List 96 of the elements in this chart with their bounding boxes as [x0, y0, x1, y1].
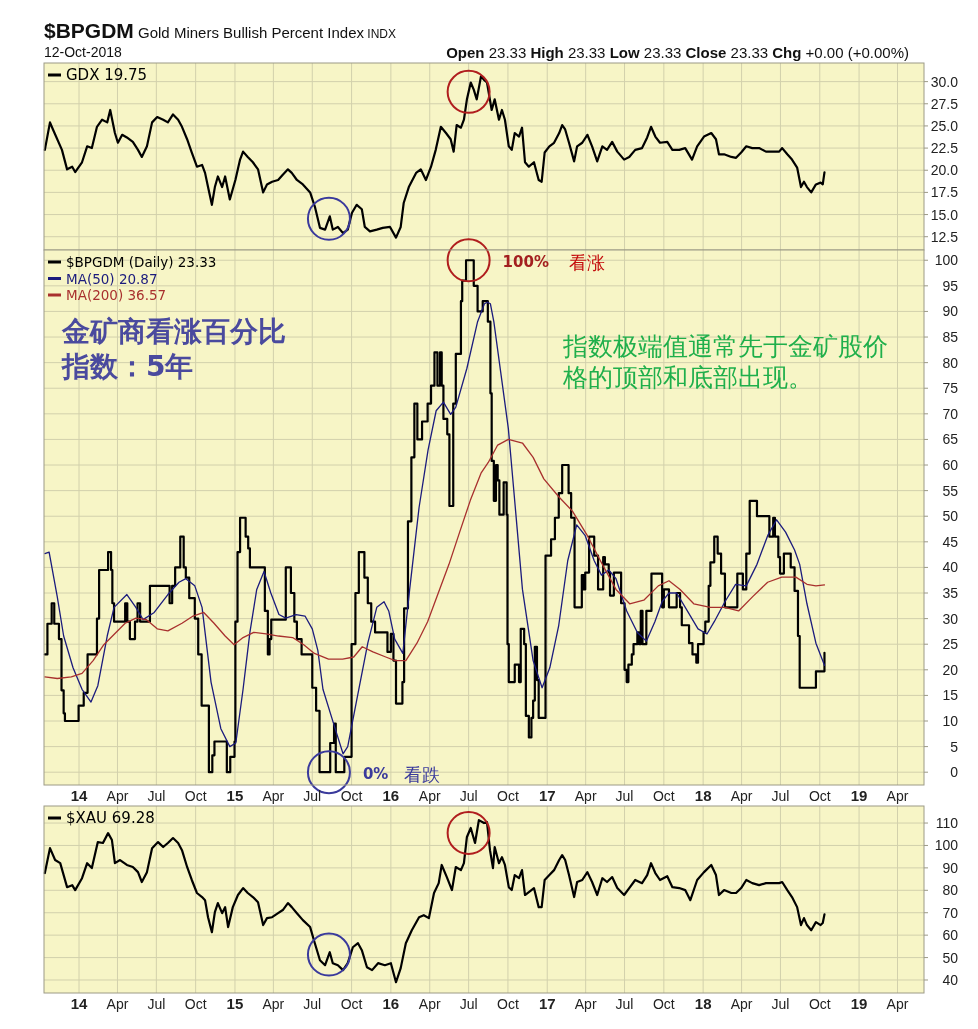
x-tick-label: Apr [886, 788, 909, 804]
annotation: 金矿商看涨百分比指数：5年 [61, 314, 286, 383]
y-tick-label: 25 [942, 636, 959, 653]
chart-subtitle: 12-Oct-2018 [44, 44, 123, 60]
x-tick-label: Oct [340, 788, 363, 804]
y-tick-label: 17.5 [930, 184, 959, 201]
y-tick-label: 10 [942, 713, 959, 729]
line-series [44, 438, 826, 680]
x-tick-label: Jul [771, 996, 790, 1012]
x-tick-label: 14 [70, 995, 89, 1012]
y-tick-label: 70 [942, 405, 959, 422]
x-tick-label: Jul [147, 788, 166, 804]
chart-title: $BPGDM Gold Miners Bullish Percent Index INDX [44, 19, 397, 42]
x-tick-label: Apr [574, 788, 597, 804]
y-tick-label: 5 [950, 738, 959, 755]
y-tick-label: 75 [942, 380, 959, 397]
x-tick-label: Apr [418, 996, 441, 1012]
x-tick-label: Jul [615, 996, 634, 1012]
y-tick-label: 70 [942, 904, 959, 921]
x-tick-label: 19 [850, 787, 868, 804]
y-tick-label: 50 [942, 949, 959, 966]
y-tick-label: 12.5 [930, 228, 959, 245]
x-tick-label: 15 [226, 995, 244, 1012]
y-tick-label: 27.5 [930, 95, 959, 112]
x-tick-label: 15 [226, 787, 244, 804]
y-tick-label: 85 [942, 329, 959, 346]
y-tick-label: 15.0 [930, 206, 959, 223]
x-tick-label: 18 [694, 995, 712, 1012]
x-tick-label: Oct [184, 788, 207, 804]
annotation: 0% [362, 765, 389, 784]
x-tick-label: Oct [497, 996, 519, 1012]
legend-label: GDX 19.75 [66, 66, 148, 84]
y-tick-label: 110 [935, 815, 959, 832]
x-tick-label: Apr [262, 996, 285, 1012]
x-tick-label: 16 [382, 787, 400, 804]
y-tick-label: 90 [942, 303, 959, 320]
x-tick-label: Apr [262, 788, 285, 804]
y-tick-label: 20.0 [930, 162, 959, 179]
x-tick-label: Jul [771, 788, 790, 804]
x-tick-label: Oct [652, 788, 675, 804]
x-tick-label: Oct [808, 788, 831, 804]
x-tick-label: Jul [303, 788, 322, 804]
x-tick-label: Jul [459, 996, 478, 1012]
y-tick-label: 80 [942, 354, 959, 371]
x-tick-label: 17 [538, 787, 556, 804]
x-tick-label: Apr [574, 996, 597, 1012]
y-tick-label: 60 [942, 457, 959, 474]
y-tick-label: 95 [942, 277, 959, 294]
x-tick-label: Jul [459, 788, 478, 804]
x-tick-label: Apr [418, 788, 441, 804]
y-tick-label: 30.0 [930, 73, 959, 90]
y-tick-label: 20 [942, 661, 959, 678]
x-tick-label: Oct [652, 996, 675, 1012]
x-tick-label: Oct [184, 996, 207, 1012]
y-tick-label: 15 [942, 687, 959, 704]
x-tick-label: Oct [340, 996, 363, 1012]
x-tick-label: 14 [70, 787, 89, 804]
x-tick-label: Oct [808, 996, 831, 1012]
y-tick-label: 100 [934, 837, 959, 854]
y-tick-label: 55 [942, 482, 959, 499]
x-tick-label: Apr [730, 996, 753, 1012]
legend-label: MA(200) 36.57 [66, 287, 167, 303]
x-tick-label: 17 [538, 995, 556, 1012]
x-tick-label: Apr [106, 788, 129, 804]
y-tick-label: 22.5 [930, 140, 959, 157]
y-tick-label: 50 [942, 508, 959, 525]
legend-label: $BPGDM (Daily) 23.33 [66, 254, 217, 270]
x-tick-label: 19 [850, 995, 868, 1012]
y-tick-label: 90 [942, 859, 959, 876]
x-tick-label: Apr [730, 788, 753, 804]
annotation: 100% [502, 253, 549, 272]
y-tick-label: 30 [942, 610, 959, 627]
annotation: 看涨 [568, 251, 605, 273]
legend-label: MA(50) 20.87 [66, 270, 158, 287]
x-tick-label: Jul [303, 996, 322, 1012]
x-tick-label: Apr [886, 996, 909, 1012]
annotation: 指数极端值通常先于金矿股价格的顶部和底部出现。 [562, 331, 888, 392]
y-tick-label: 80 [942, 882, 959, 899]
y-tick-label: 65 [942, 431, 959, 448]
y-tick-label: 25.0 [930, 117, 959, 134]
y-tick-label: 40 [942, 559, 959, 576]
x-tick-label: 16 [382, 995, 400, 1012]
y-tick-label: 100 [934, 252, 959, 269]
y-tick-label: 40 [942, 972, 959, 988]
text: Open 23.33 High 23.33 Low 23.33 Close 23.33 Chg +0.00 (+0.00%) [446, 44, 909, 61]
x-tick-label: Oct [497, 788, 519, 804]
x-tick-label: 18 [694, 787, 712, 804]
x-tick-label: Jul [615, 788, 634, 804]
y-tick-label: 60 [942, 927, 959, 944]
y-tick-label: 0 [950, 764, 959, 781]
y-tick-label: 45 [942, 533, 959, 550]
y-tick-label: 35 [942, 585, 959, 602]
x-tick-label: Apr [106, 996, 129, 1012]
annotation: 看跌 [404, 763, 441, 785]
legend-label: $XAU 69.28 [66, 809, 155, 827]
x-tick-label: Jul [147, 996, 166, 1012]
